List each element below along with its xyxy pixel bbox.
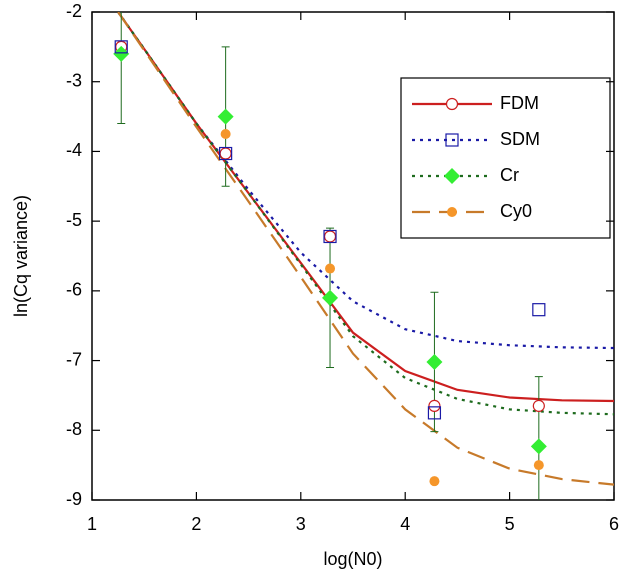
fit-line — [117, 12, 614, 486]
marker — [114, 40, 128, 54]
x-tick-label: 2 — [191, 514, 201, 534]
marker — [323, 230, 337, 243]
x-tick-label: 3 — [296, 514, 306, 534]
legend-label: Cy0 — [500, 201, 532, 221]
marker — [444, 168, 460, 184]
x-tick-label: 1 — [87, 514, 97, 534]
marker — [220, 129, 231, 139]
y-tick-label: -4 — [66, 140, 82, 160]
y-tick-label: -6 — [66, 280, 82, 300]
plot-frame — [91, 11, 615, 501]
marker — [447, 207, 457, 217]
marker — [532, 399, 545, 412]
marker — [219, 146, 233, 161]
marker — [533, 460, 544, 471]
x-axis-label: log(N0) — [323, 549, 382, 569]
y-axis-label: ln(Cq variance) — [11, 195, 31, 317]
y-tick-label: -5 — [66, 210, 82, 230]
marker — [322, 289, 339, 306]
x-tick-label: 5 — [505, 514, 515, 534]
plot-area — [113, 12, 614, 500]
marker — [429, 476, 440, 487]
fit-line — [117, 12, 614, 416]
marker — [427, 406, 442, 420]
marker — [445, 97, 459, 111]
marker — [445, 133, 459, 147]
x-tick-label: 4 — [400, 514, 410, 534]
legend-label: SDM — [500, 129, 540, 149]
marker — [217, 108, 234, 125]
legend-label: FDM — [500, 93, 539, 113]
y-tick-label: -8 — [66, 419, 82, 439]
marker — [325, 263, 336, 274]
marker — [426, 353, 443, 370]
marker — [219, 147, 232, 160]
y-tick-label: -2 — [66, 1, 82, 21]
marker — [532, 303, 546, 317]
y-tick-label: -3 — [66, 70, 82, 90]
y-tick-label: -9 — [66, 489, 82, 509]
marker — [428, 399, 441, 412]
x-tick-label: 6 — [609, 514, 619, 534]
legend-label: Cr — [500, 165, 519, 185]
marker — [530, 438, 547, 455]
marker — [113, 45, 130, 62]
marker — [323, 229, 337, 244]
y-tick-label: -7 — [66, 349, 82, 369]
